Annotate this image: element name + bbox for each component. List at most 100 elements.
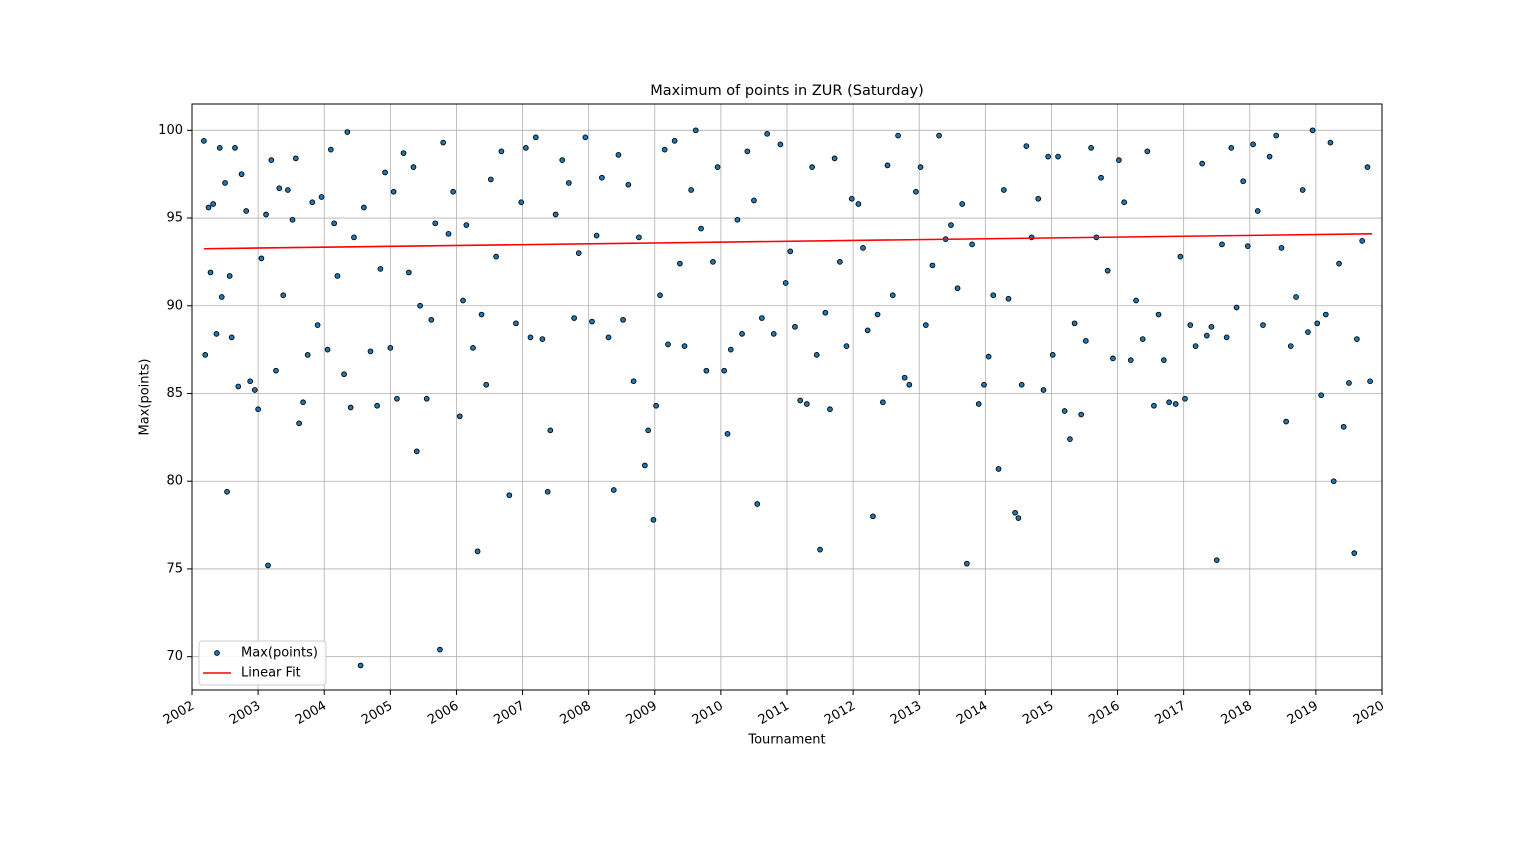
scatter-point [985, 353, 992, 360]
scatter-point [1187, 322, 1194, 328]
scatter-point [754, 501, 761, 507]
scatter-point [1351, 550, 1358, 556]
scatter-point [954, 285, 961, 292]
scatter-point [347, 404, 354, 411]
scatter-point [671, 137, 678, 144]
scatter-point [1203, 332, 1210, 339]
scatter-point [817, 546, 823, 553]
scatter-point [1354, 336, 1360, 342]
scatter-point [981, 381, 987, 388]
scatter-point [889, 292, 896, 299]
scatter-point [1028, 234, 1035, 241]
scatter-point [387, 345, 394, 351]
scatter-point [770, 330, 777, 337]
scatter-point [1071, 320, 1078, 327]
scatter-point [1127, 357, 1134, 364]
scatter-point [822, 309, 829, 316]
scatter-point [1040, 387, 1047, 393]
scatter-point [1049, 352, 1056, 358]
scatter-point [692, 127, 699, 134]
scatter-point [314, 322, 321, 328]
scatter-point [895, 132, 901, 139]
scatter-point [1005, 295, 1012, 302]
scatter-point [1116, 157, 1122, 163]
scatter-point [843, 343, 850, 349]
scatter-point [226, 273, 233, 279]
scatter-point [390, 188, 397, 195]
scatter-point [615, 152, 622, 158]
scatter-point [201, 137, 207, 144]
scatter-point [1244, 243, 1251, 249]
scatter-point [1110, 355, 1116, 362]
grid [191, 104, 1383, 690]
scatter-point [571, 315, 577, 321]
scatter-point [289, 216, 296, 223]
scatter-point [855, 201, 862, 207]
y-tick-label: 75 [166, 561, 183, 576]
y-tick-label: 90 [166, 298, 183, 313]
scatter-point [474, 548, 481, 555]
scatter-point [224, 488, 230, 495]
scatter-point [710, 259, 716, 265]
scatter-point [759, 315, 765, 321]
scatter-point [1023, 143, 1030, 149]
scatter-point [456, 413, 463, 420]
scatter-point [1098, 174, 1104, 181]
scatter-point [1250, 141, 1256, 148]
scatter-point [630, 378, 637, 385]
scatter-point [575, 250, 582, 256]
scatter-point [803, 401, 810, 407]
scatter-point [636, 234, 642, 241]
scatter-point [1309, 127, 1316, 134]
scatter-point [661, 146, 668, 153]
scatter-point [625, 181, 632, 188]
scatter-point [1192, 343, 1199, 349]
scatter-point [1322, 311, 1329, 318]
scatter-point [657, 292, 663, 299]
scatter-point [1160, 357, 1167, 364]
scatter-point [1318, 392, 1325, 399]
scatter-point [377, 266, 384, 272]
scatter-point [300, 399, 306, 406]
scatter-point [1182, 395, 1188, 402]
scatter-point [532, 134, 539, 141]
scatter-point [1000, 187, 1007, 193]
scatter-point [1305, 329, 1311, 335]
scatter-point [1359, 238, 1366, 244]
chart-title: Maximum of points in ZUR (Saturday) [650, 83, 924, 99]
scatter-point [327, 146, 334, 153]
scatter-point [813, 352, 820, 358]
scatter-point [1254, 208, 1261, 214]
scatter-point [331, 220, 337, 227]
scatter-point [437, 646, 443, 653]
scatter-point [1213, 557, 1220, 564]
scatter-point [428, 316, 435, 323]
scatter-point [228, 334, 235, 341]
scatter-point [1133, 297, 1139, 304]
scatter-point [251, 387, 258, 393]
scatter-point [527, 334, 534, 341]
scatter-point [1233, 304, 1240, 311]
scatter-point [959, 201, 966, 207]
scatter-point [374, 402, 380, 409]
scatter-point [1015, 515, 1022, 521]
y-tick-label: 85 [166, 386, 183, 401]
scatter-point [263, 211, 269, 218]
scatter-point [1151, 402, 1157, 409]
scatter-point [589, 318, 595, 325]
legend-label: Linear Fit [241, 666, 301, 681]
scatter-point [463, 222, 470, 228]
scatter-point [232, 145, 238, 151]
scatter-point [559, 157, 566, 163]
scatter-point [1172, 401, 1179, 407]
scatter-point [552, 211, 559, 218]
scatter-point [268, 157, 275, 163]
scatter-point [493, 253, 499, 260]
scatter-point [413, 448, 420, 455]
scatter-point [357, 662, 364, 669]
scatter-point [1035, 195, 1042, 202]
scatter-point [1078, 411, 1085, 418]
scatter-point [394, 395, 400, 402]
scatter-point [884, 162, 891, 169]
